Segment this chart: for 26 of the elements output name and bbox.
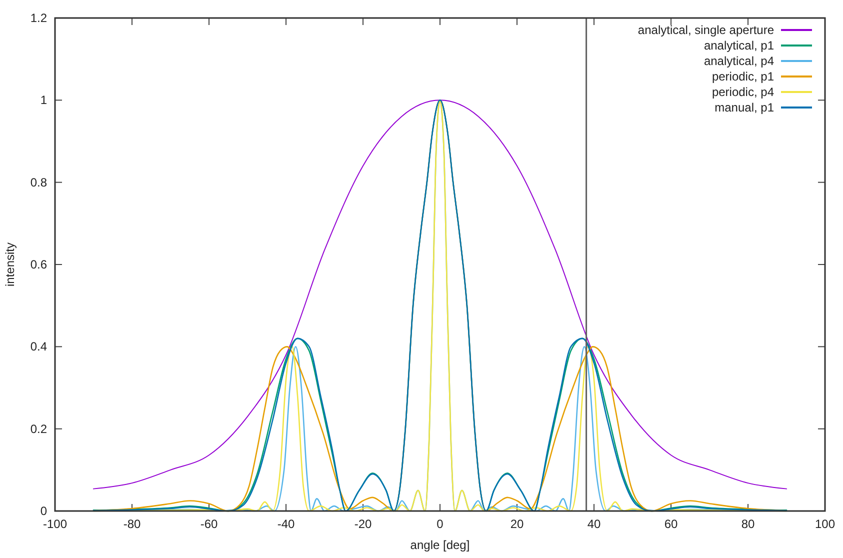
legend-label: analytical, single aperture — [638, 23, 774, 37]
x-tick-label: -20 — [354, 517, 372, 531]
y-tick-label: 1 — [40, 93, 48, 108]
x-tick-label: 60 — [664, 517, 678, 531]
x-tick-label: 0 — [436, 517, 444, 531]
x-tick-label: -40 — [277, 517, 295, 531]
x-tick-label: -100 — [42, 517, 68, 531]
y-tick-label: 0.8 — [30, 175, 48, 190]
x-tick-label: 20 — [510, 517, 524, 531]
legend-label: analytical, p1 — [704, 38, 774, 52]
x-tick-label: 100 — [814, 517, 836, 531]
x-tick-label: 40 — [587, 517, 601, 531]
legend-label: periodic, p4 — [712, 85, 774, 99]
y-tick-label: 0.4 — [30, 340, 48, 354]
y-tick-label: 0.6 — [30, 258, 48, 272]
x-axis-title: angle [deg] — [410, 538, 470, 552]
x-tick-label: -60 — [200, 517, 218, 531]
legend-label: manual, p1 — [714, 100, 774, 114]
y-tick-label: 0 — [40, 504, 48, 518]
legend-label: analytical, p4 — [704, 54, 774, 68]
y-axis-title: intensity — [3, 242, 17, 287]
y-tick-label: 0.2 — [30, 422, 48, 436]
y-tick-label: 1.2 — [30, 11, 48, 25]
x-tick-label: 80 — [741, 517, 755, 531]
legend-label: periodic, p1 — [712, 70, 774, 84]
x-tick-label: -80 — [123, 517, 141, 531]
